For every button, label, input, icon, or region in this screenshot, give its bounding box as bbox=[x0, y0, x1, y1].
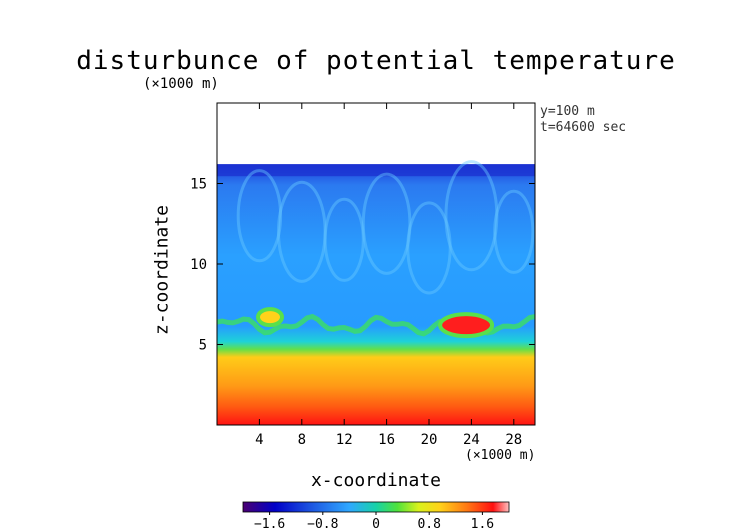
colorbar-tick-label: −1.6 bbox=[254, 517, 285, 532]
z-unit-label: (×1000 m) bbox=[143, 76, 219, 92]
y-axis-label: z-coordinate bbox=[151, 204, 173, 336]
colorbar bbox=[242, 501, 510, 513]
eddy-contour bbox=[323, 197, 365, 282]
x-axis-label: x-coordinate bbox=[310, 470, 442, 491]
warm-blob bbox=[438, 312, 495, 339]
plot-area: 4 8 12 16 20 24 28 5 10 15 −1.6 −0.8 0 0.8 1.6 bbox=[190, 102, 536, 532]
warm-blob bbox=[256, 307, 284, 328]
colorbar-tick-label: 0.8 bbox=[417, 517, 440, 532]
eddy-contour bbox=[493, 189, 535, 274]
eddy-contour bbox=[236, 169, 283, 263]
x-tick-label: 20 bbox=[421, 432, 438, 448]
eddy-contour bbox=[406, 201, 452, 295]
y-tick-label: 5 bbox=[199, 338, 207, 354]
time-annotation: t=64600 sec bbox=[540, 120, 627, 135]
eddy-contour bbox=[444, 160, 499, 272]
upper-boundary-layer bbox=[217, 164, 535, 177]
eddy-contour bbox=[276, 180, 327, 283]
chart-title: disturbunce of potential temperature bbox=[76, 46, 676, 76]
x-unit-label: (×1000 m) bbox=[465, 448, 536, 463]
x-tick-label: 28 bbox=[505, 432, 522, 448]
temperature-field bbox=[217, 164, 535, 425]
y-position-annotation: y=100 m bbox=[540, 104, 595, 119]
colorbar-tick-label: 0 bbox=[372, 517, 380, 532]
colorbar-tick-label: 1.6 bbox=[471, 517, 494, 532]
colorbar-tick-label: −0.8 bbox=[307, 517, 338, 532]
x-tick-label: 8 bbox=[298, 432, 306, 448]
eddy-contour bbox=[361, 172, 412, 275]
y-tick-label: 10 bbox=[190, 257, 207, 273]
x-tick-label: 12 bbox=[336, 432, 353, 448]
x-tick-label: 4 bbox=[255, 432, 263, 448]
x-tick-label: 16 bbox=[378, 432, 395, 448]
y-tick-label: 15 bbox=[190, 177, 207, 193]
x-tick-label: 24 bbox=[463, 432, 480, 448]
